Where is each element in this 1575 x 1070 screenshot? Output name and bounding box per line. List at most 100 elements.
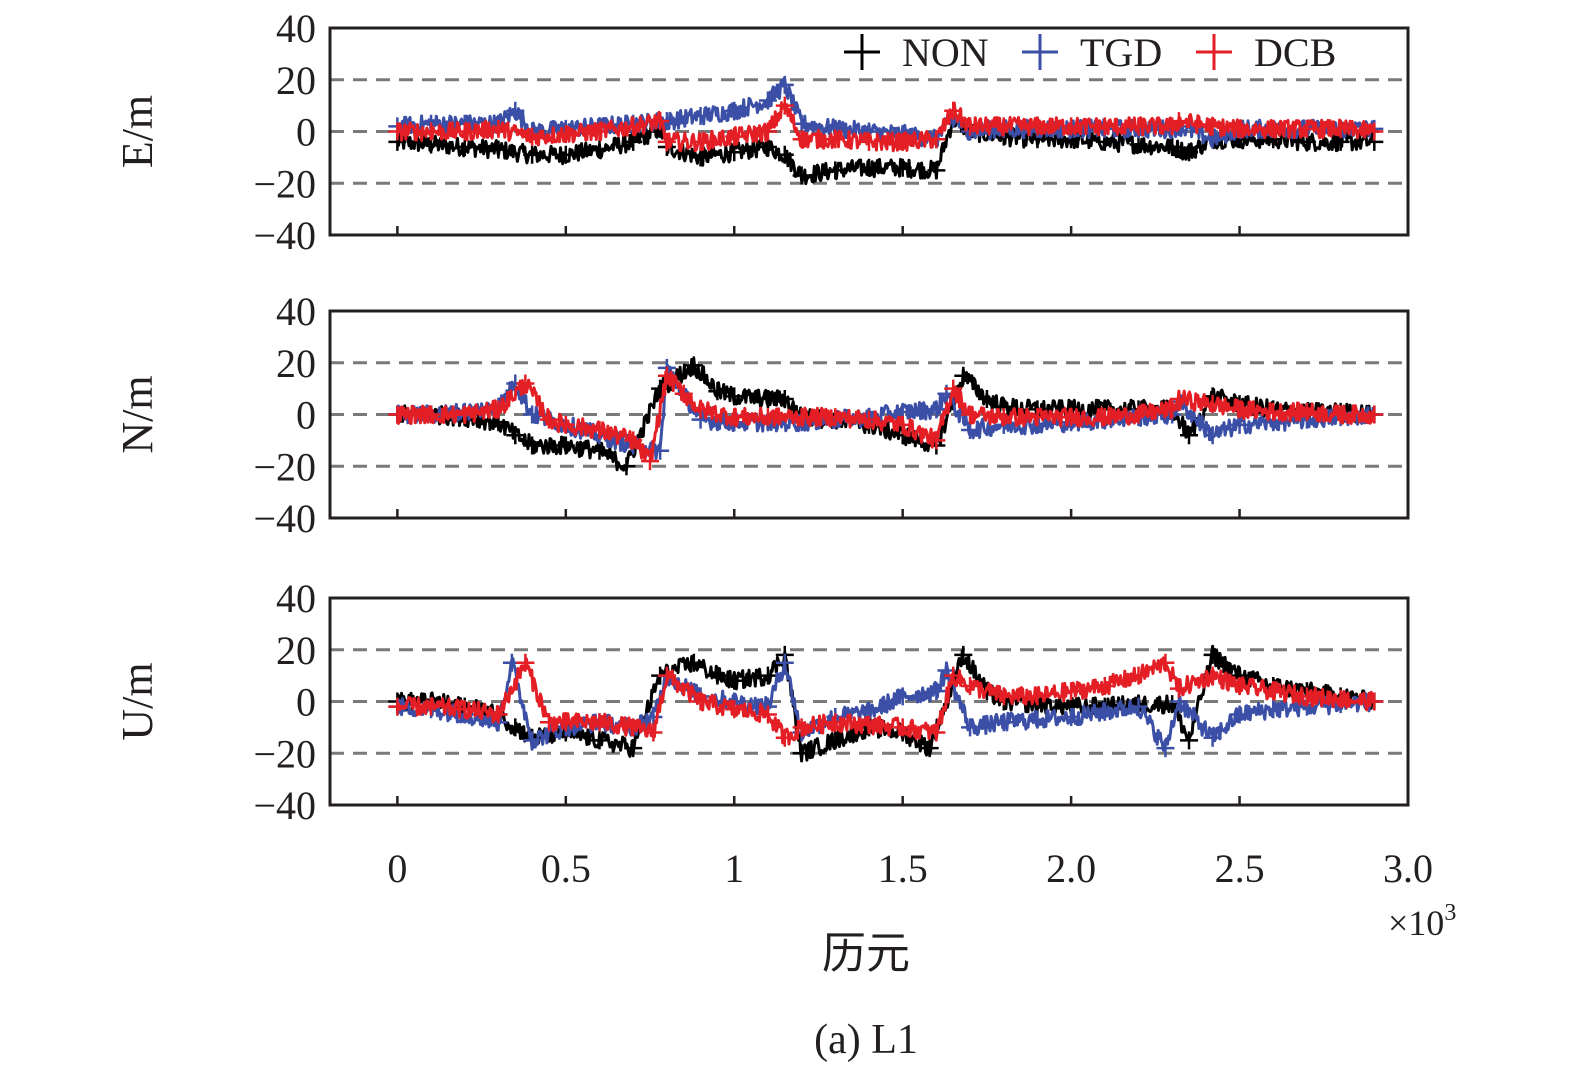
- series-trace: [395, 357, 1375, 472]
- data-point: [590, 713, 609, 732]
- data-point: [860, 715, 878, 734]
- data-point: [651, 441, 670, 460]
- data-point: [556, 436, 575, 455]
- data-point: [455, 122, 474, 141]
- data-point: [641, 452, 660, 471]
- data-point: [758, 122, 777, 141]
- x-tick-label: 0: [387, 846, 407, 891]
- data-point: [826, 130, 845, 149]
- legend-item-tgd: TGD: [1022, 30, 1162, 75]
- data-point: [1129, 697, 1148, 716]
- data-point: [516, 653, 535, 672]
- data-point: [657, 132, 676, 151]
- x-axis: 0 0.5 1 1.5 2.0 2.5 3.0: [387, 846, 1433, 891]
- data-point: [954, 645, 973, 664]
- plot-frame: [328, 309, 1410, 520]
- data-point: [725, 127, 744, 146]
- data-point: [1062, 708, 1081, 727]
- data-point: [775, 728, 794, 747]
- series-dcb: [388, 366, 1384, 471]
- data-point: [657, 666, 676, 685]
- x-tick-label: 1.5: [878, 846, 928, 891]
- data-point: [758, 138, 777, 157]
- data-point: [1203, 117, 1222, 136]
- data-point: [1264, 402, 1283, 421]
- data-point: [590, 122, 609, 141]
- data-point: [775, 75, 794, 94]
- data-point: [1331, 689, 1350, 708]
- data-point: [590, 421, 609, 440]
- y-tick-label: −20: [253, 161, 316, 206]
- data-point: [1169, 389, 1188, 408]
- data-point: [860, 132, 878, 151]
- data-point: [708, 382, 727, 401]
- data-point: [775, 145, 794, 164]
- data-point: [1365, 692, 1384, 711]
- data-point: [388, 697, 407, 716]
- data-point: [944, 666, 963, 685]
- data-point: [422, 405, 441, 424]
- data-point: [758, 91, 777, 110]
- data-point: [1365, 122, 1384, 141]
- data-point: [725, 143, 744, 162]
- data-point: [792, 166, 811, 185]
- data-point: [1264, 119, 1283, 138]
- data-point: [556, 125, 575, 144]
- data-point: [893, 415, 912, 434]
- series-dcb: [388, 96, 1384, 153]
- data-point: [927, 130, 946, 149]
- legend-marker: [1196, 34, 1232, 70]
- series-trace: [395, 370, 1375, 462]
- x-multiplier: ×103: [1388, 900, 1456, 943]
- data-point: [1230, 400, 1249, 419]
- data-point: [860, 410, 878, 429]
- series-group: [388, 75, 1384, 186]
- data-point: [455, 405, 474, 424]
- data-point: [489, 705, 508, 724]
- data-point: [1297, 119, 1316, 138]
- data-point: [691, 106, 710, 125]
- data-point: [388, 405, 407, 424]
- data-point: [674, 384, 693, 403]
- data-point: [775, 96, 794, 115]
- data-point: [422, 697, 441, 716]
- data-point: [1129, 135, 1148, 154]
- data-point: [826, 408, 845, 427]
- data-point: [1095, 408, 1114, 427]
- data-point: [1028, 710, 1047, 729]
- data-point: [516, 374, 535, 393]
- data-point: [691, 692, 710, 711]
- data-point: [792, 744, 811, 763]
- y-tick-label: −40: [253, 783, 316, 828]
- data-point: [893, 718, 912, 737]
- legend-item-dcb: DCB: [1196, 30, 1336, 75]
- y-axis-label: N/m: [113, 375, 162, 453]
- data-point: [994, 713, 1013, 732]
- data-point: [927, 723, 946, 742]
- y-tick-label: 0: [296, 393, 316, 438]
- x-tick-label: 2.0: [1046, 846, 1096, 891]
- data-point: [860, 158, 878, 177]
- panel-e-m: 40 20 0 −20 −40 E/m: [113, 6, 1410, 258]
- data-point: [539, 410, 558, 429]
- data-point: [961, 718, 980, 737]
- data-point: [725, 101, 744, 120]
- data-point: [994, 117, 1013, 136]
- data-point: [691, 132, 710, 151]
- data-point: [961, 405, 980, 424]
- data-point: [1028, 408, 1047, 427]
- data-point: [539, 713, 558, 732]
- data-point: [624, 431, 643, 450]
- data-point: [624, 117, 643, 136]
- data-point: [1230, 676, 1249, 695]
- data-point: [792, 114, 811, 133]
- data-point: [556, 415, 575, 434]
- data-point: [590, 731, 609, 750]
- data-point: [927, 161, 946, 180]
- legend-label: DCB: [1254, 30, 1336, 75]
- data-point: [489, 140, 508, 159]
- plot-frame: [328, 26, 1410, 237]
- data-point: [725, 671, 744, 690]
- data-point: [523, 731, 542, 750]
- y-tick-label: 20: [276, 58, 316, 103]
